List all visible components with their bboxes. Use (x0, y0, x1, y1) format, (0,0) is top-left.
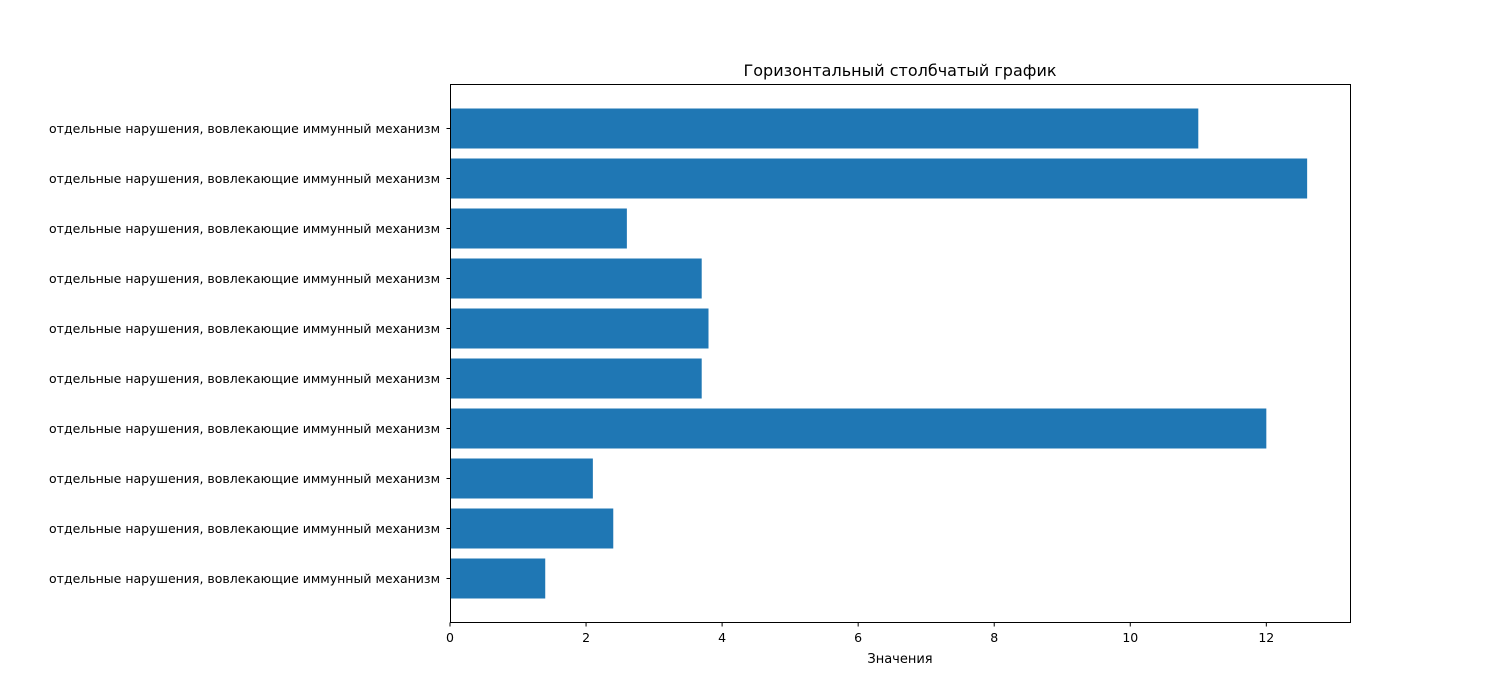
bar (450, 458, 593, 499)
x-tick-label: 4 (718, 630, 726, 645)
bars-layer (450, 108, 1308, 599)
x-tick-label: 12 (1258, 630, 1274, 645)
y-tick-label: отдельные нарушения, вовлекающие иммунны… (49, 321, 440, 336)
bar (450, 408, 1267, 449)
bar (450, 558, 546, 599)
bar (450, 108, 1199, 149)
x-axis-label: Значения (867, 652, 932, 667)
x-tick-label: 8 (990, 630, 998, 645)
y-tick-label: отдельные нарушения, вовлекающие иммунны… (49, 271, 440, 286)
chart-title: Горизонтальный столбчатый график (743, 61, 1056, 80)
y-tick-label: отдельные нарушения, вовлекающие иммунны… (49, 221, 440, 236)
y-axis-ticks: отдельные нарушения, вовлекающие иммунны… (49, 121, 451, 586)
x-tick-label: 10 (1122, 630, 1138, 645)
x-tick-label: 6 (854, 630, 862, 645)
y-tick-label: отдельные нарушения, вовлекающие иммунны… (49, 471, 440, 486)
y-tick-label: отдельные нарушения, вовлекающие иммунны… (49, 171, 440, 186)
y-tick-label: отдельные нарушения, вовлекающие иммунны… (49, 121, 440, 136)
bar (450, 508, 614, 549)
bar (450, 208, 627, 249)
x-tick-label: 2 (582, 630, 590, 645)
y-tick-label: отдельные нарушения, вовлекающие иммунны… (49, 371, 440, 386)
x-tick-label: 0 (446, 630, 454, 645)
bar (450, 308, 709, 349)
y-tick-label: отдельные нарушения, вовлекающие иммунны… (49, 421, 440, 436)
y-tick-label: отдельные нарушения, вовлекающие иммунны… (49, 571, 440, 586)
bar (450, 258, 702, 299)
plot-frame (450, 84, 1351, 623)
bar (450, 358, 702, 399)
x-axis-ticks: 0 2 4 6 8 10 12 (446, 622, 1274, 645)
y-tick-label: отдельные нарушения, вовлекающие иммунны… (49, 521, 440, 536)
bar (450, 158, 1308, 199)
